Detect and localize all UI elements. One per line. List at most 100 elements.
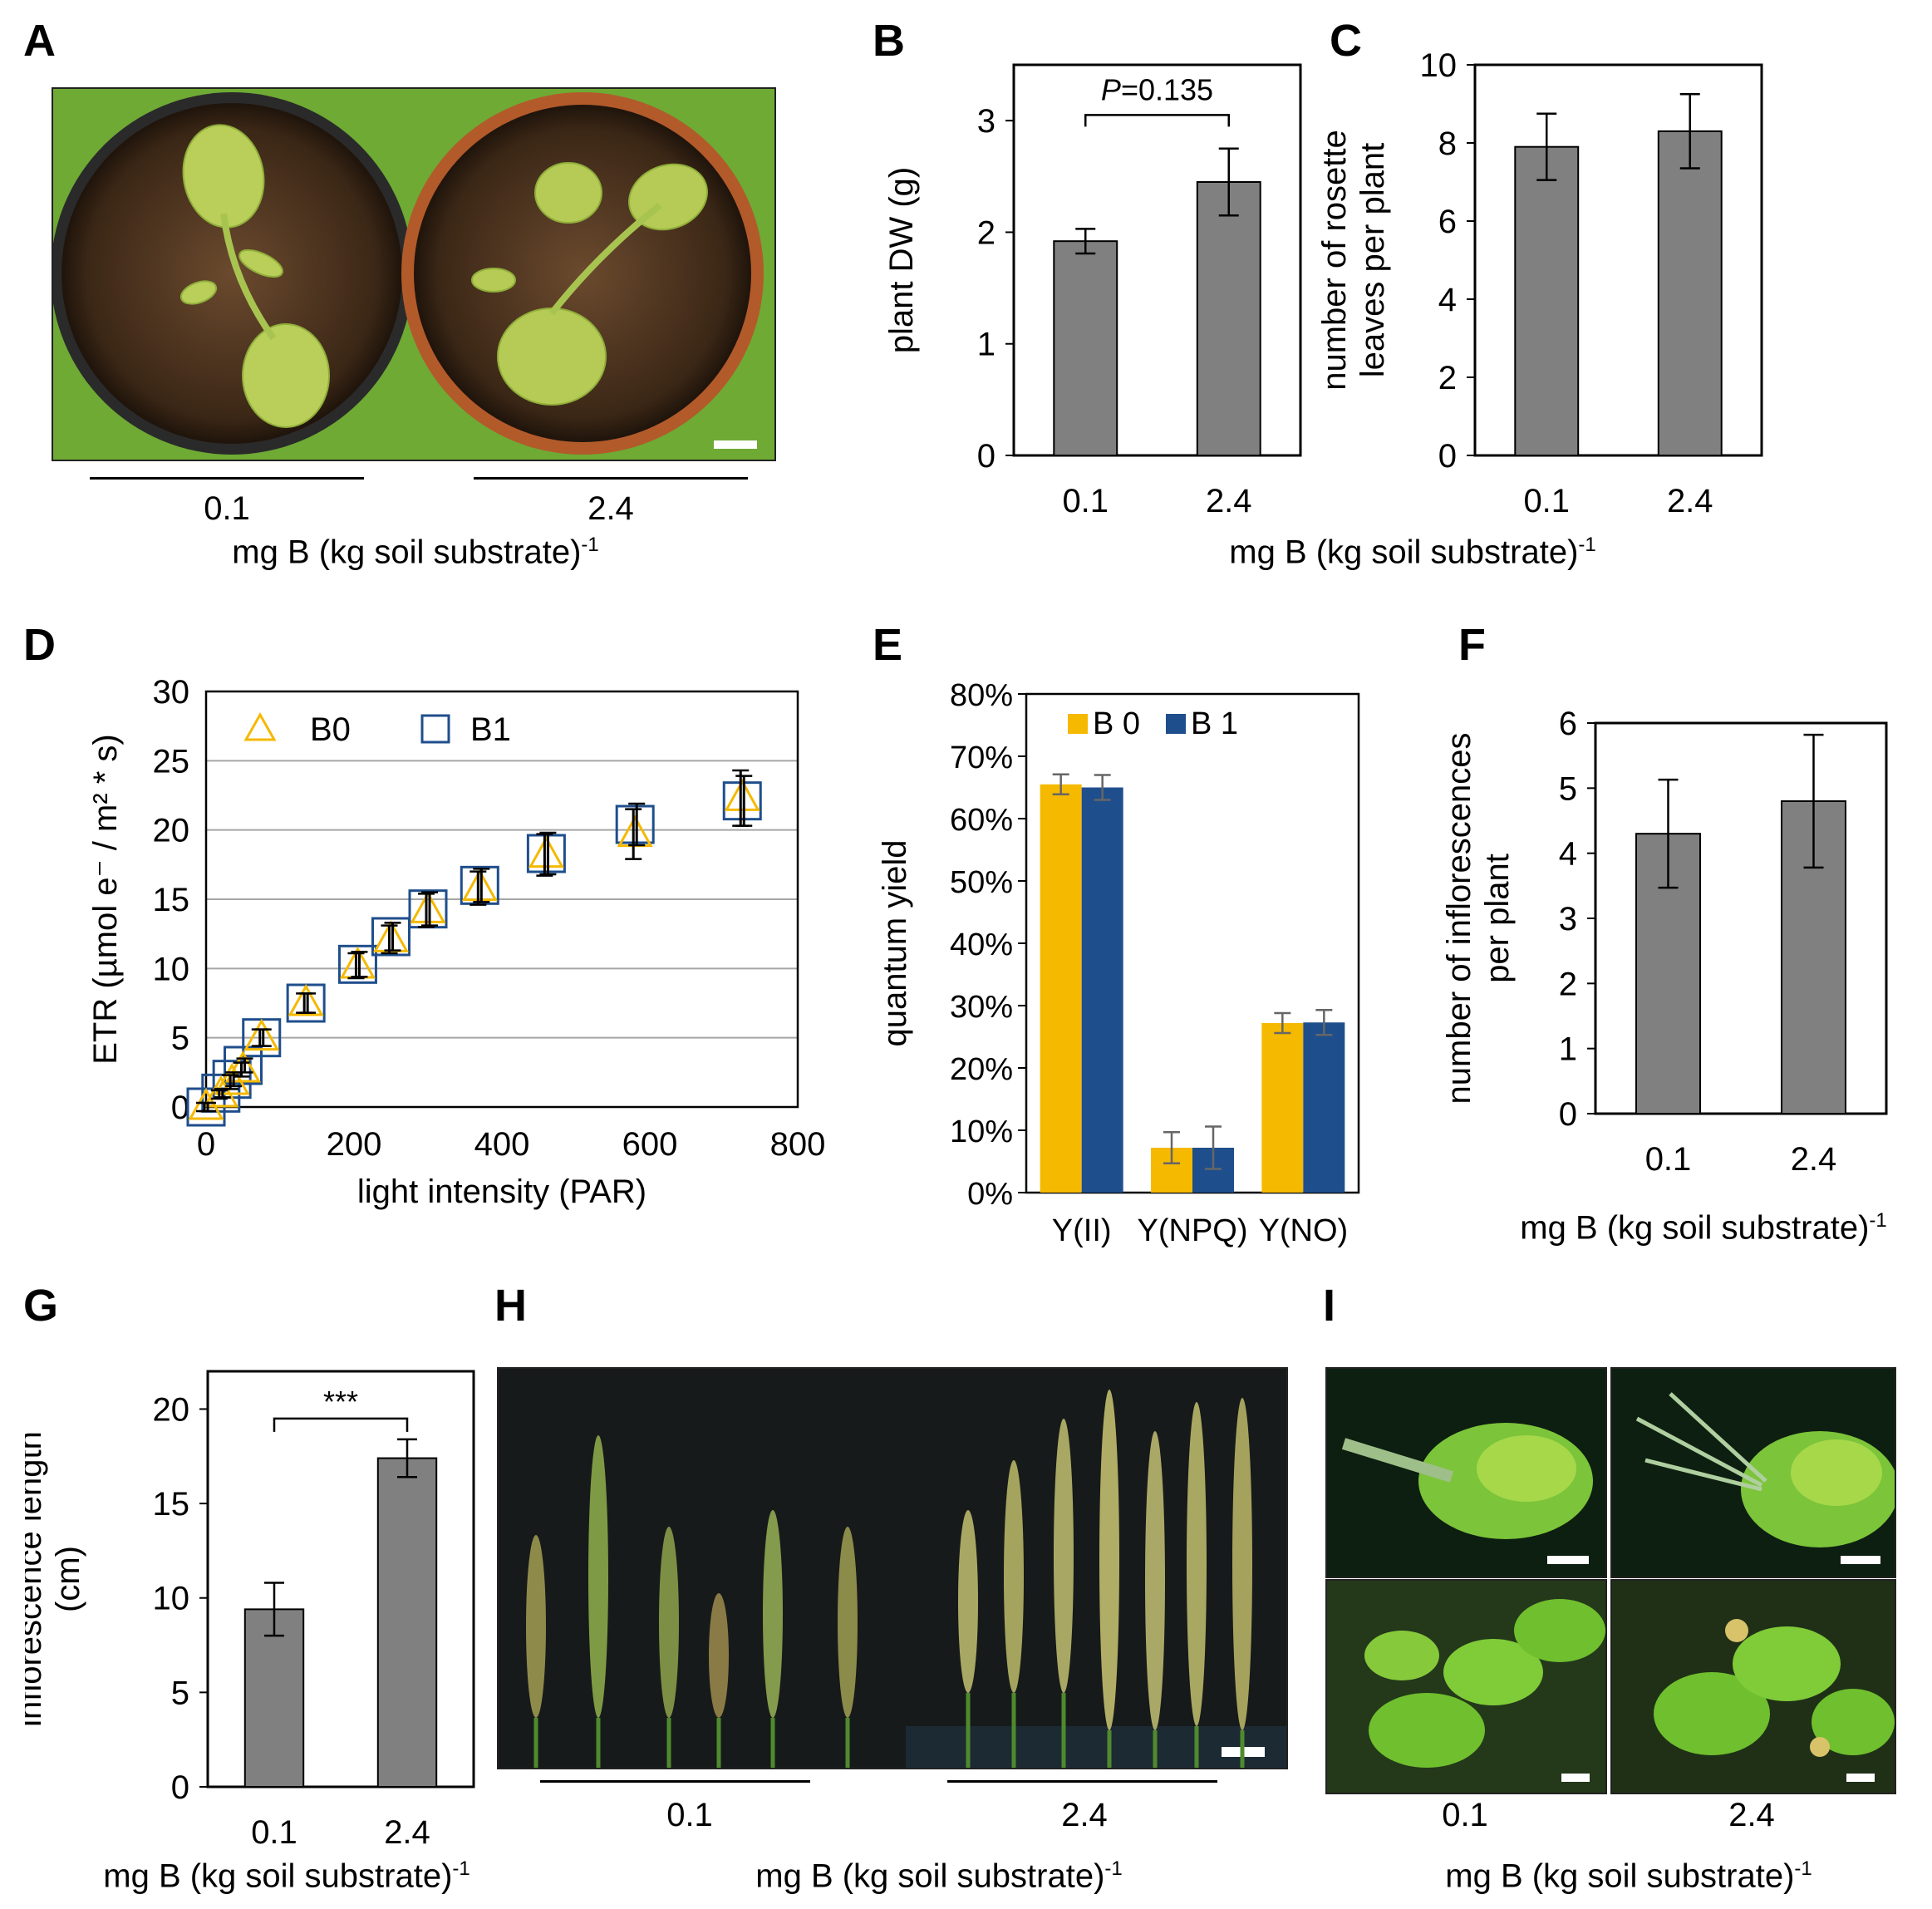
panel-letter-e: E: [873, 620, 903, 670]
inflorescence-spike: [709, 1593, 729, 1718]
panel-g-xlabel: mg B (kg soil substrate)-1: [103, 1857, 470, 1895]
y-tick-label: 6: [1438, 204, 1457, 240]
y-tick-label: 4: [1438, 282, 1457, 318]
y-tick-label: 80%: [950, 678, 1013, 713]
b0-point: [288, 983, 324, 1016]
bar-B1-Y(II): [1081, 787, 1123, 1193]
x-tick-label: 0.1: [1523, 483, 1570, 519]
b0-point: [214, 1062, 250, 1095]
x-tick-label: 0: [197, 1126, 215, 1163]
bar-B0-Y(NO): [1261, 1023, 1304, 1193]
bar-0.1: [1514, 145, 1580, 456]
inflorescence-spike: [1004, 1460, 1024, 1693]
significance-stars: ***: [323, 1385, 358, 1419]
b1-point: [615, 804, 655, 844]
y-axis-label: per plant: [1479, 854, 1516, 983]
y-tick-label: 10: [153, 951, 190, 987]
y-tick-label: 10%: [950, 1114, 1013, 1149]
bar-2.4: [376, 1457, 438, 1788]
inflorescence-spike: [1099, 1390, 1119, 1730]
legend-b1-label: B1: [470, 711, 511, 748]
x-tick-label: 2.4: [1206, 483, 1252, 519]
panel-letter-f: F: [1458, 620, 1486, 670]
y-tick-label: 40%: [950, 927, 1013, 962]
b1-point: [460, 865, 499, 905]
y-tick-label: 4: [1559, 836, 1577, 873]
b0-point: [243, 1018, 280, 1051]
y-axis-label: quantum yield: [877, 839, 913, 1046]
y-tick-label: 15: [153, 882, 190, 918]
x-tick-label: 0.1: [1062, 483, 1109, 519]
bar-B1-Y(NO): [1303, 1022, 1345, 1193]
legend-b1-marker: [420, 714, 450, 744]
inflorescence-spike: [1187, 1402, 1207, 1726]
y-tick-label: 70%: [950, 740, 1013, 775]
b1-point: [526, 834, 566, 873]
panel-letter-h: H: [494, 1281, 527, 1331]
inflorescence-spike: [1054, 1419, 1074, 1693]
y-tick-label: 8: [1438, 125, 1457, 162]
panel-i-xlabel: mg B (kg soil substrate)-1: [1445, 1857, 1812, 1895]
y-tick-label: 60%: [950, 803, 1013, 838]
y-axis-label: leaves per plant: [1354, 143, 1391, 377]
bar-B0-Y(II): [1040, 784, 1082, 1193]
inflorescence-spike: [763, 1510, 783, 1718]
y-tick-label: 30%: [950, 990, 1013, 1025]
legend-marker-0: [1068, 714, 1088, 734]
x-axis-label: light intensity (PAR): [357, 1173, 646, 1210]
y-tick-label: 0: [171, 1090, 189, 1126]
b1-point: [371, 917, 410, 957]
x-tick-label: 400: [474, 1126, 530, 1163]
panel-a-photo: [52, 87, 776, 461]
y-tick-label: 0: [1559, 1096, 1577, 1133]
inflorescence-spike: [1145, 1431, 1165, 1730]
y-tick-label: 6: [1559, 706, 1577, 742]
panel-i-label-2.4: 2.4: [1728, 1797, 1775, 1833]
panel-a-xlabel: mg B (kg soil substrate)-1: [232, 534, 599, 571]
panel-letter-g: G: [23, 1281, 59, 1331]
panel-a-group-line-2: [474, 477, 748, 480]
legend-b0-label: B0: [310, 711, 351, 748]
x-tick-label: 600: [622, 1126, 678, 1163]
x-tick-label: 2.4: [1791, 1141, 1837, 1178]
chart-d: 0 5 10 15 20 25 30 0 200 400 600 800 light intensity…: [87, 674, 825, 1210]
y-tick-label: 3: [977, 103, 995, 140]
y-tick-label: 10: [153, 1581, 190, 1617]
panel-h-group-line-2: [947, 1780, 1217, 1783]
b0-point: [203, 1075, 239, 1108]
scale-bar: [714, 440, 757, 449]
panel-letter-i: I: [1323, 1281, 1336, 1331]
y-tick-label: 0: [977, 438, 995, 475]
y-tick-label: 2: [1559, 966, 1577, 1002]
panel-i-photo-bottom-right: [1610, 1579, 1896, 1794]
y-axis-label: (cm): [50, 1546, 86, 1612]
b0-point: [528, 835, 564, 868]
pots-illustration: [53, 89, 774, 460]
y-tick-label: 5: [1559, 770, 1577, 807]
chart-b: 0 1 2 3 0.1 2.4 plant DW (g) P=0.135: [883, 63, 1302, 519]
y-tick-label: 20%: [950, 1052, 1013, 1087]
panel-a-label-2.4: 2.4: [587, 490, 634, 527]
b0-point: [224, 1050, 262, 1083]
inflorescence-spike: [838, 1527, 858, 1718]
panel-bc-xlabel: mg B (kg soil substrate)-1: [1229, 534, 1596, 571]
panel-i-label-0.1: 0.1: [1442, 1797, 1488, 1833]
x-tick-label: 200: [327, 1126, 382, 1163]
y-tick-label: 0: [171, 1769, 189, 1806]
panel-letter-a: A: [23, 16, 56, 66]
legend-label-1: B 1: [1191, 706, 1238, 741]
y-tick-label: 5: [171, 1675, 189, 1711]
y-tick-label: 3: [1559, 901, 1577, 937]
plot-frame: [204, 690, 799, 1109]
y-tick-label: 0: [1438, 438, 1457, 475]
b1-point: [337, 944, 377, 984]
inflorescence-spike: [1232, 1398, 1252, 1730]
y-axis-label: inflorescence length: [25, 1431, 48, 1727]
panel-h-group-line-1: [540, 1780, 810, 1783]
y-axis-label: plant DW (g): [883, 167, 920, 354]
y-tick-label: 15: [153, 1486, 190, 1523]
y-tick-label: 25: [153, 743, 190, 780]
legend-b0-marker: [243, 711, 277, 741]
panel-letter-d: D: [23, 620, 56, 670]
inflorescences-illustration: [499, 1369, 1286, 1768]
